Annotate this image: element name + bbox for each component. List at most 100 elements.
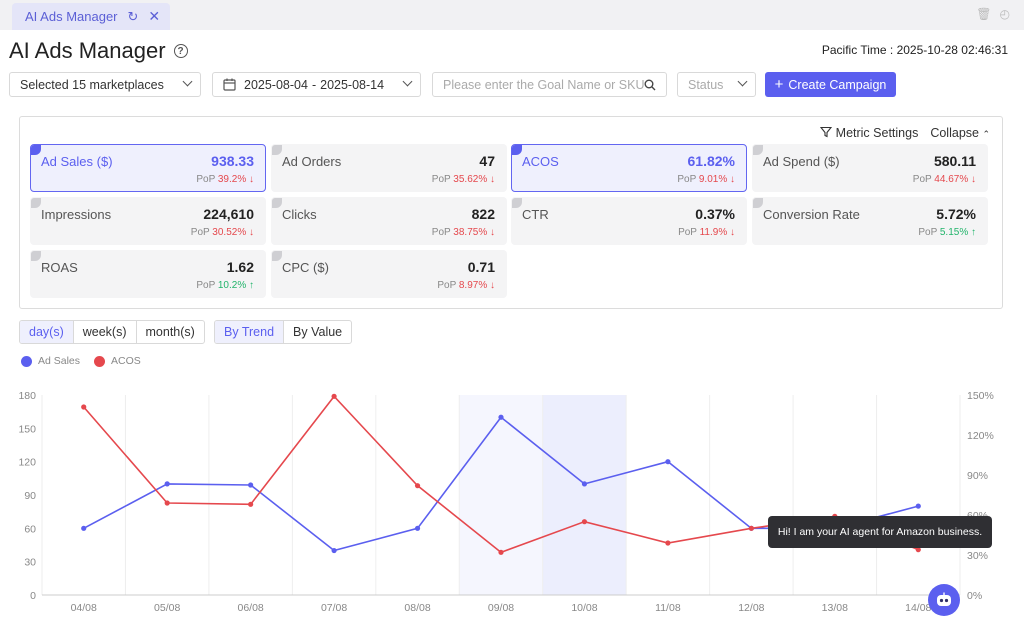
metric-value: 1.62 — [226, 259, 254, 275]
refresh-icon[interactable]: ↻ — [127, 8, 139, 24]
x-tick: 05/08 — [154, 602, 180, 614]
metric-settings-button[interactable]: Metric Settings — [820, 126, 918, 140]
data-point — [581, 481, 588, 487]
help-icon[interactable]: ? — [173, 44, 188, 58]
granularity-month[interactable]: month(s) — [145, 325, 195, 339]
x-tick: 07/08 — [321, 602, 347, 614]
status-select[interactable]: Status — [677, 72, 756, 97]
arrow-down-icon: ↓ — [730, 227, 735, 238]
metric-pop: PoP 30.52% ↓ — [190, 227, 254, 238]
by-value-tab[interactable]: By Value — [293, 325, 343, 339]
history-icon[interactable]: ◴ — [999, 7, 1010, 21]
arrow-down-icon: ↓ — [249, 174, 254, 185]
check-icon[interactable] — [31, 251, 41, 261]
metric-label: ACOS — [522, 154, 559, 169]
x-tick: 04/08 — [71, 602, 97, 614]
x-tick: 09/08 — [488, 602, 514, 614]
search-icon[interactable] — [644, 79, 656, 91]
metric-value: 47 — [479, 153, 495, 169]
granularity-day[interactable]: day(s) — [20, 321, 74, 343]
metric-pop: PoP 5.15% ↑ — [918, 227, 976, 238]
data-point — [414, 483, 421, 489]
data-point — [164, 481, 170, 487]
legend-dot-acos — [94, 355, 106, 367]
x-tick: 13/08 — [822, 602, 848, 614]
y-tick-left: 150 — [18, 423, 36, 435]
date-range-picker[interactable]: 2025-08-04 - 2025-08-14 — [212, 72, 421, 97]
metric-card[interactable]: Ad Sales ($) 938.33 PoP 39.2% ↓ — [30, 144, 266, 192]
by-trend-tab[interactable]: By Trend — [215, 321, 285, 343]
y-tick-left: 120 — [18, 457, 36, 469]
y-tick-right: 30% — [967, 550, 988, 562]
data-point — [498, 549, 504, 555]
metric-card[interactable]: Impressions 224,610 PoP 30.52% ↓ — [30, 197, 266, 245]
page-title: AI Ads Manager ? — [9, 38, 188, 64]
metric-card[interactable]: Ad Spend ($) 580.11 PoP 44.67% ↓ — [752, 144, 988, 192]
metric-card[interactable]: CTR 0.37% PoP 11.9% ↓ — [511, 197, 747, 245]
tab-ai-ads-manager[interactable]: AI Ads Manager ↻ ✕ — [12, 3, 170, 30]
x-tick: 08/08 — [404, 602, 430, 614]
legend-dot-ad-sales — [21, 355, 32, 367]
hover-band — [459, 395, 543, 595]
metric-pop: PoP 10.2% ↑ — [196, 280, 254, 291]
plus-icon: + — [774, 76, 784, 93]
filter-icon — [820, 126, 833, 138]
metric-pop: PoP 38.75% ↓ — [431, 227, 495, 238]
view-mode-toggle: By Trend By Value — [214, 320, 353, 344]
x-tick: 14/08 — [905, 602, 931, 614]
marketplace-select[interactable]: Selected 15 marketplaces — [9, 72, 201, 97]
chevron-down-icon — [182, 76, 193, 87]
metric-label: Impressions — [41, 207, 112, 222]
check-icon[interactable] — [512, 145, 522, 155]
data-point — [81, 525, 87, 531]
data-point — [331, 547, 337, 554]
metric-value: 5.72% — [936, 206, 976, 222]
metric-card[interactable]: Clicks 822 PoP 38.75% ↓ — [271, 197, 507, 245]
check-icon[interactable] — [753, 198, 763, 208]
metric-card[interactable]: ROAS 1.62 PoP 10.2% ↑ — [30, 250, 266, 298]
trash-icon[interactable]: 🗑 — [976, 7, 992, 21]
metric-card[interactable]: ACOS 61.82% PoP 9.01% ↓ — [511, 144, 747, 192]
arrow-down-icon: ↓ — [490, 227, 495, 238]
metric-card[interactable]: Ad Orders 47 PoP 35.62% ↓ — [271, 144, 507, 192]
metric-pop: PoP 44.67% ↓ — [912, 174, 976, 185]
close-icon[interactable]: ✕ — [148, 8, 161, 24]
metric-pop: PoP 11.9% ↓ — [678, 227, 735, 238]
create-campaign-button[interactable]: + Create Campaign — [765, 72, 896, 97]
chevron-down-icon — [402, 76, 413, 87]
chevron-up-icon: ⌃ — [982, 129, 990, 139]
ai-agent-tooltip: Hi! I am your AI agent for Amazon busine… — [768, 516, 992, 548]
x-tick: 10/08 — [571, 602, 597, 614]
page: AI Ads Manager ? Pacific Time : 2025-10-… — [0, 30, 1024, 629]
metrics-panel: Metric Settings Collapse ⌃ Ad Sales ($) 9… — [19, 116, 1003, 309]
metric-pop: PoP 39.2% ↓ — [196, 174, 254, 185]
legend-acos[interactable]: ACOS — [111, 355, 141, 367]
collapse-button[interactable]: Collapse ⌃ — [930, 126, 990, 140]
check-icon[interactable] — [272, 145, 282, 155]
check-icon[interactable] — [272, 251, 282, 261]
metric-label: Ad Spend ($) — [763, 154, 840, 169]
check-icon[interactable] — [753, 145, 763, 155]
metric-pop: PoP 8.97% ↓ — [437, 280, 495, 291]
y-tick-right: 120% — [967, 430, 994, 442]
check-icon[interactable] — [512, 198, 522, 208]
y-tick-left: 0 — [30, 590, 36, 602]
metric-value: 580.11 — [933, 153, 976, 169]
ai-agent-button[interactable] — [928, 584, 960, 616]
check-icon[interactable] — [272, 198, 282, 208]
metric-pop: PoP 9.01% ↓ — [677, 174, 735, 185]
tab-label: AI Ads Manager — [25, 9, 118, 24]
check-icon[interactable] — [31, 145, 41, 155]
robot-icon — [937, 592, 951, 606]
arrow-up-icon: ↑ — [249, 280, 254, 291]
x-tick: 12/08 — [738, 602, 764, 614]
metric-label: Ad Sales ($) — [41, 154, 113, 169]
search-input[interactable]: Please enter the Goal Name or SKU — [432, 72, 667, 97]
check-icon[interactable] — [31, 198, 41, 208]
metric-value: 0.71 — [467, 259, 495, 275]
metric-card[interactable]: CPC ($) 0.71 PoP 8.97% ↓ — [271, 250, 507, 298]
chart-legend: Ad Sales ACOS — [21, 355, 141, 367]
legend-ad-sales[interactable]: Ad Sales — [38, 355, 81, 367]
metric-card[interactable]: Conversion Rate 5.72% PoP 5.15% ↑ — [752, 197, 988, 245]
granularity-week[interactable]: week(s) — [74, 321, 137, 343]
